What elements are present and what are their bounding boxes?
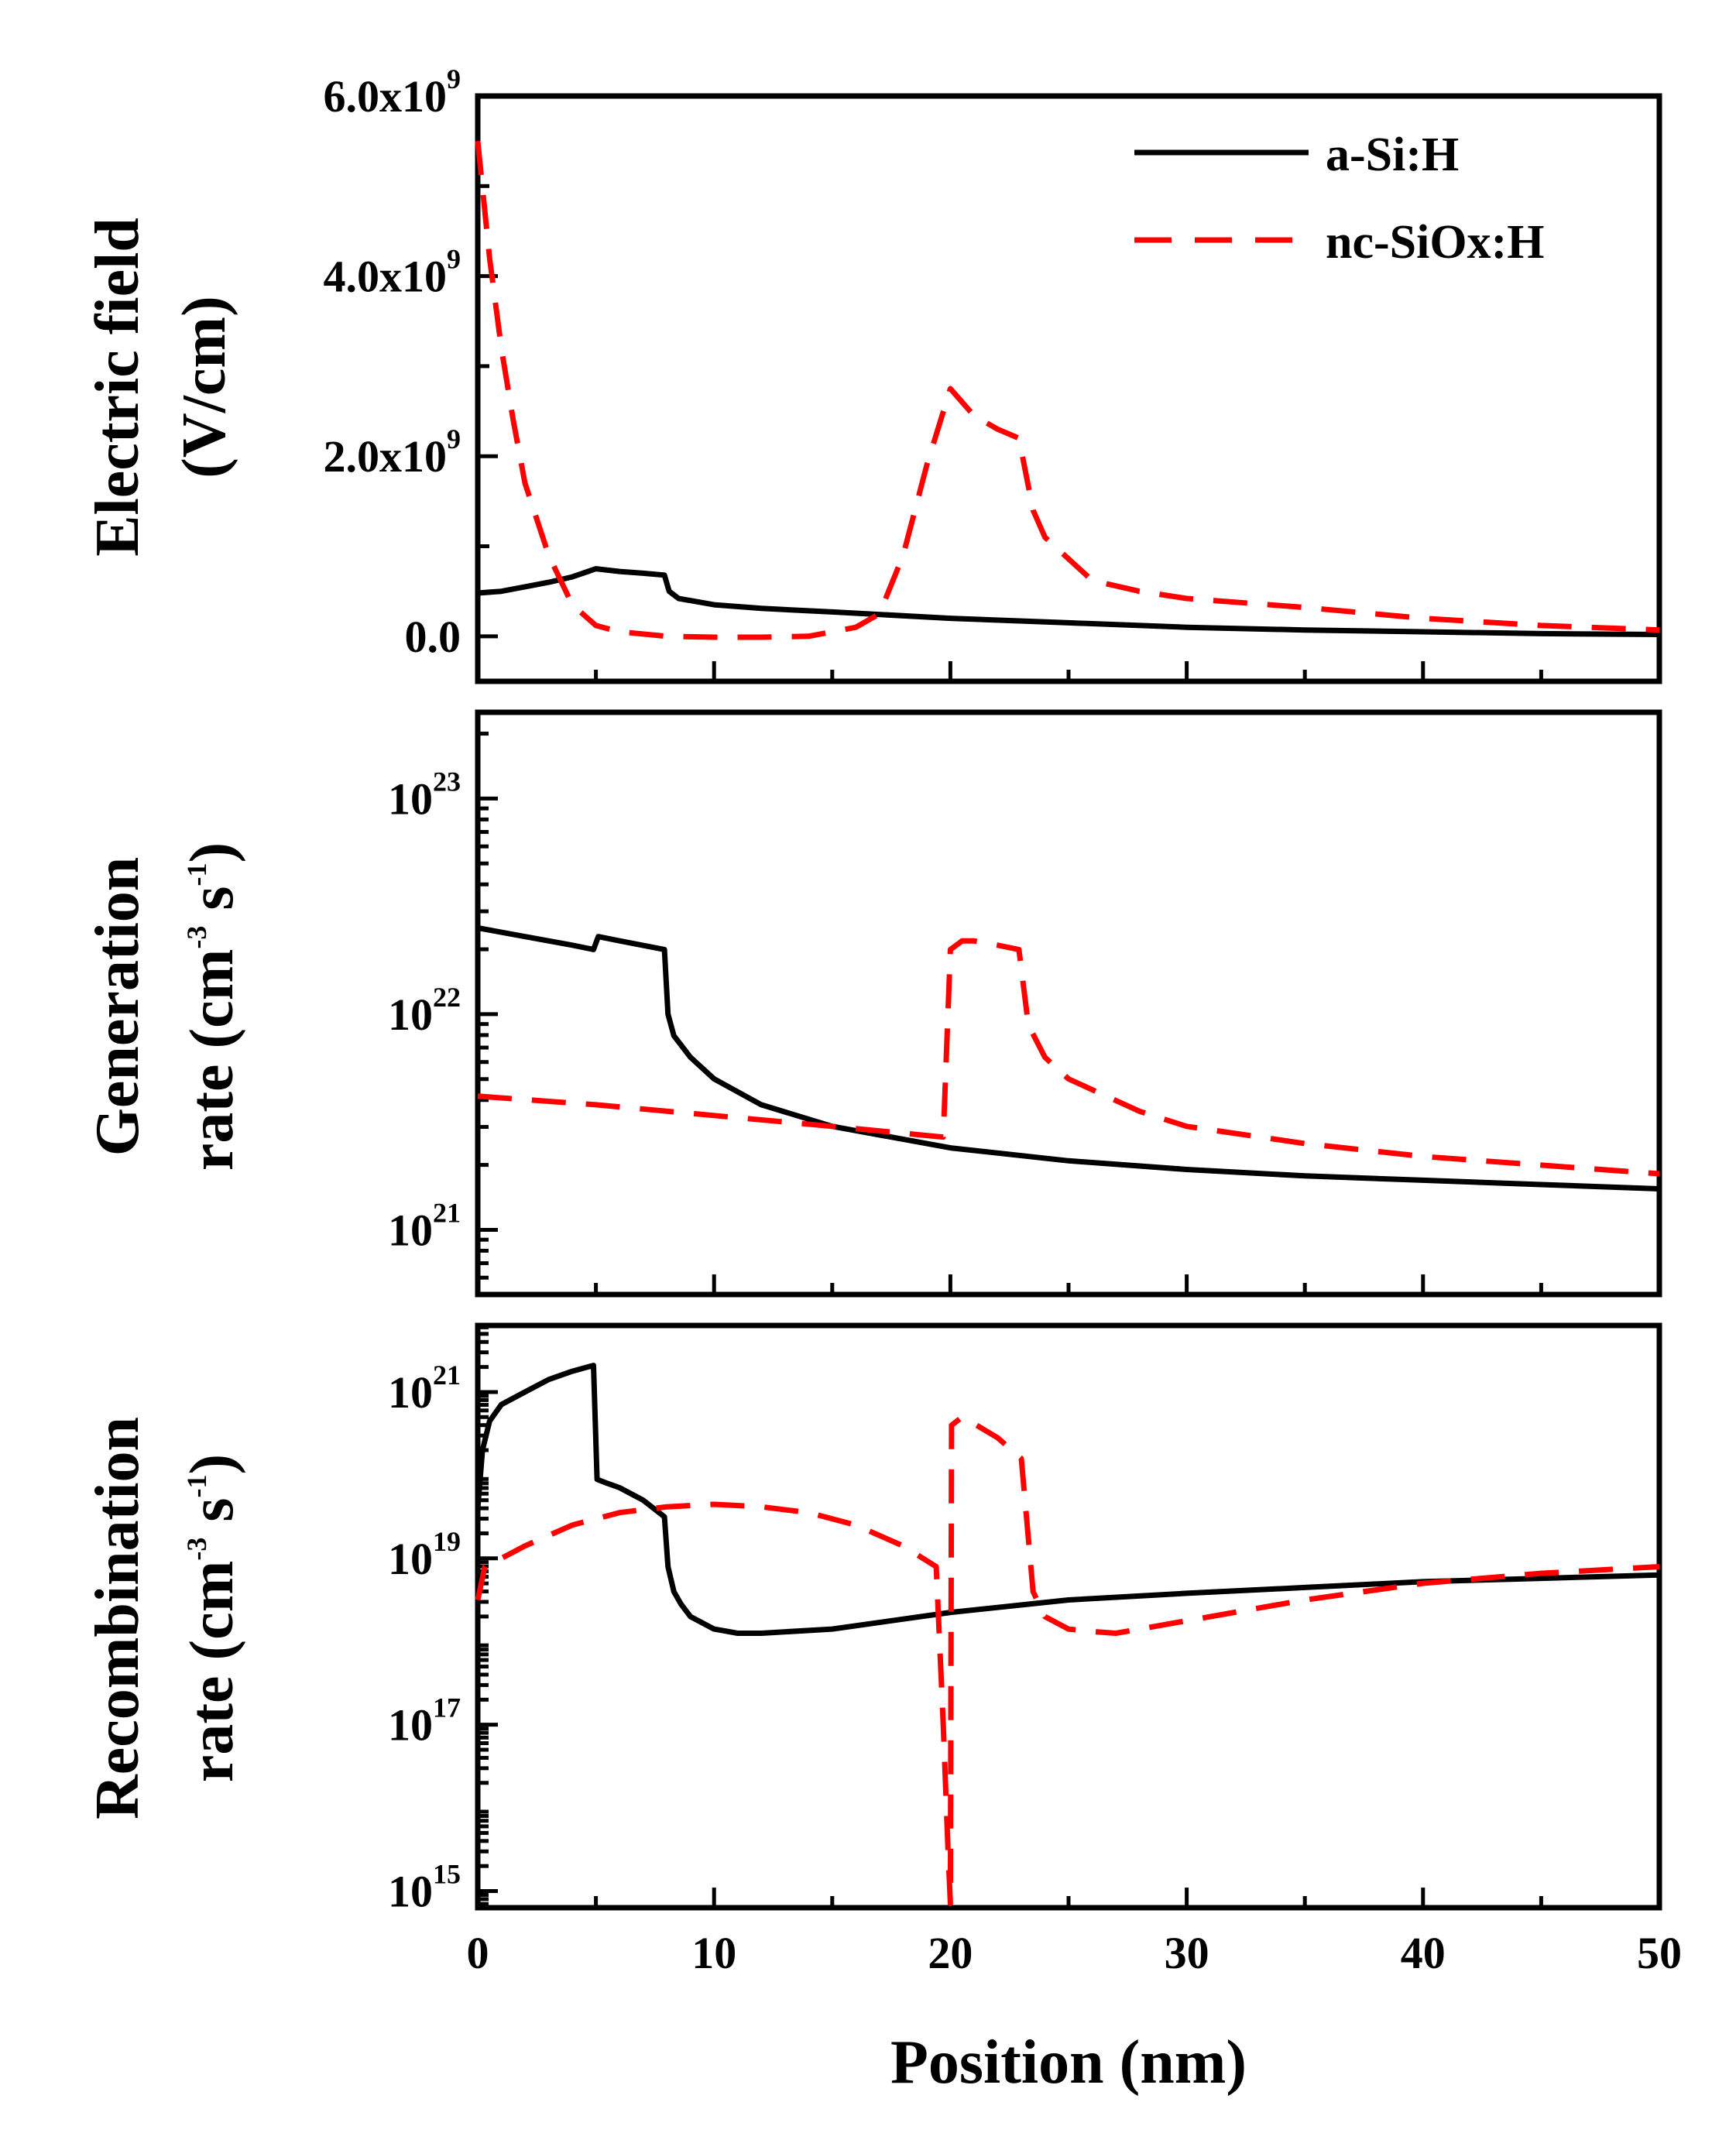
series-nc-siox-h-panel-top (475, 140, 1660, 640)
series-a-si-h-panel-bottom (475, 1363, 1660, 1636)
x-tick-label: 20 (928, 1928, 973, 1978)
y-tick-label: 1015 (388, 1859, 461, 1917)
data-curves (475, 140, 1660, 1907)
y-tick-label: 0.0 (405, 612, 461, 662)
y-tick-label: 1023 (388, 766, 461, 824)
y-tick-label: 4.0x109 (324, 244, 461, 302)
y-axis-title-generation-line2: rate (cm-3 s-1) (178, 842, 246, 1171)
series-a-si-h-panel-middle (477, 925, 1660, 1192)
y-tick-label: 1021 (388, 1197, 461, 1255)
tick-marks (475, 94, 1662, 1908)
y-axis-title-generation-line1: Generation (84, 857, 152, 1157)
y-tick-labels: 0.0 2.0x109 4.0x109 6.0x109 1021 1022 1023 1015… (324, 63, 461, 1917)
x-tick-label: 40 (1401, 1928, 1446, 1978)
y-tick-label: 6.0x109 (324, 63, 461, 122)
x-axis-title: Position (nm) (890, 2028, 1247, 2097)
legend-label-nc-siox-h: nc-SiOx:H (1326, 216, 1544, 269)
series-a-si-h-panel-top (477, 566, 1660, 637)
y-tick-label: 1017 (388, 1692, 461, 1751)
y-axis-title-electric-field-line2: (V/cm) (170, 296, 238, 478)
y-axis-title-electric-field-line1: Electric field (84, 218, 152, 557)
y-tick-label: 1022 (388, 982, 461, 1040)
y-tick-label: 1021 (388, 1360, 461, 1418)
y-tick-label: 1019 (388, 1526, 461, 1584)
series-nc-siox-h-panel-middle (477, 938, 1660, 1177)
y-tick-label: 2.0x109 (324, 424, 461, 482)
y-axis-title-recombination-line1: Recombination (84, 1417, 152, 1819)
legend-label-a-si-h: a-Si:H (1326, 129, 1459, 181)
legend: a-Si:H nc-SiOx:H (1134, 129, 1544, 269)
series-nc-siox-h-panel-bottom (475, 1414, 1660, 1907)
x-tick-label: 50 (1637, 1928, 1682, 1978)
y-axis-title-recombination-line2: rate (cm-3 s-1) (178, 1454, 246, 1782)
x-tick-label: 30 (1165, 1928, 1209, 1978)
x-tick-labels: 0 10 20 30 40 50 (467, 1928, 1683, 1978)
x-tick-label: 10 (691, 1928, 736, 1978)
x-tick-label: 0 (467, 1928, 489, 1978)
